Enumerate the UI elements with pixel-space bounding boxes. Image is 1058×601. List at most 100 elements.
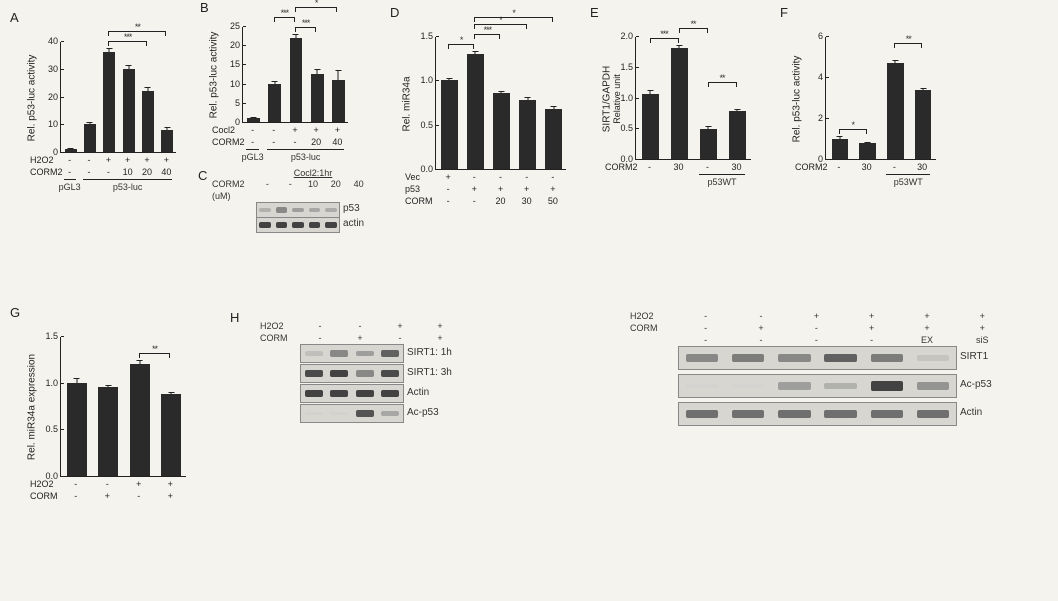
sig-bracket: **: [139, 353, 171, 354]
blot-band: [917, 382, 949, 390]
xrow-value: -: [88, 167, 91, 177]
blot-band: [732, 410, 764, 419]
xrow-name: Cocl2: [212, 125, 242, 135]
xrow-value: 30: [917, 162, 927, 172]
blot-row-label: Ac-p53: [407, 407, 439, 418]
panel-H-label: H: [230, 310, 239, 325]
ytick: 4: [818, 72, 826, 82]
blot-row-wrap: SIRT1: 1h: [260, 344, 460, 361]
blot-header-cell: -: [279, 179, 302, 189]
blot-header-cell: -: [300, 321, 340, 331]
ytick: 40: [48, 36, 61, 46]
blot-row-wrap: SIRT1: [630, 346, 1010, 368]
blot-lane: [323, 218, 339, 232]
sig-stars: *: [512, 9, 515, 18]
blot-band: [309, 222, 320, 229]
bar: [545, 109, 562, 169]
blot-lane: [327, 385, 353, 402]
bar: [247, 118, 260, 122]
sig-bracket: **: [708, 82, 737, 83]
blot-band: [871, 381, 903, 391]
blot-lane: [771, 375, 817, 397]
blot-header-row: (uM): [212, 190, 370, 202]
blot-row-wrap: Ac-p53: [260, 404, 460, 421]
xrow-value: +: [125, 155, 130, 165]
ylabel2: Relative unit: [612, 74, 622, 124]
blot-strip: [300, 364, 404, 383]
chart-E: 0.00.51.01.52.0SIRT1/GAPDHRelative unitC…: [605, 15, 755, 190]
sig-bracket: ***: [650, 38, 679, 39]
blot-band: [381, 370, 399, 377]
blot-header-cell: -: [380, 333, 420, 343]
ylabel: Rel. p53-luc activity: [209, 32, 220, 119]
blot-header-cell: +: [844, 323, 899, 333]
blot-header-rowname: CORM: [260, 333, 300, 343]
bar: [915, 90, 932, 159]
error-bar: [128, 65, 129, 68]
sig-stars: **: [690, 20, 695, 29]
xgroup-brace: p53WT: [886, 174, 930, 176]
xrow-value: +: [314, 125, 319, 135]
blot-band: [276, 207, 287, 212]
blot-header-cell: siS: [955, 335, 1010, 345]
ytick: 2: [818, 113, 826, 123]
bar: [84, 124, 96, 152]
blot-header-cell: -: [300, 333, 340, 343]
xrow-value: -: [251, 125, 254, 135]
blot-strip: [678, 374, 957, 398]
blot-lane: [323, 203, 339, 217]
blot-lane: [378, 385, 404, 402]
blot-lane: [378, 345, 404, 362]
blot-header-cell: -: [678, 323, 733, 333]
bar: [98, 387, 118, 476]
blot-header-cell: 40: [347, 179, 370, 189]
xgroup-label: p53WT: [707, 177, 736, 187]
xrow-value: -: [68, 167, 71, 177]
xrow-value: +: [292, 125, 297, 135]
blot-header-cell: -: [678, 335, 733, 345]
blot-lane: [818, 403, 864, 425]
blot-header-cell: -: [340, 321, 380, 331]
blot-lane: [273, 218, 289, 232]
panel-D-label: D: [390, 5, 399, 20]
sig-stars: **: [906, 35, 911, 44]
sig-stars: **: [152, 345, 157, 354]
panel-E-label: E: [590, 5, 599, 20]
blot-header-cell: -: [256, 179, 279, 189]
ytick: 0.5: [45, 424, 61, 434]
xrow-value: -: [137, 491, 140, 501]
blot-lane: [864, 403, 910, 425]
blot-lane: [257, 203, 273, 217]
blot-header-cell: +: [899, 311, 954, 321]
ytick: 1.0: [620, 93, 636, 103]
blot-lane: [352, 365, 378, 382]
blot-band: [381, 350, 399, 357]
panel-G-label: G: [10, 305, 20, 320]
sig-stars: ***: [484, 26, 492, 35]
xgroup-brace: pGL3: [64, 179, 76, 181]
blot-lane: [327, 365, 353, 382]
bar: [642, 94, 659, 159]
plot-area: 0.00.51.01.5: [435, 37, 566, 170]
xrow-value: 30: [862, 162, 872, 172]
blot-header-cell: +: [340, 333, 380, 343]
xrow-value: 20: [142, 167, 152, 177]
xrow-value: +: [168, 479, 173, 489]
blot-H-right: H2O2--++++CORM-+-+++----EXsiSSIRT1Ac-p53…: [630, 310, 1010, 430]
ytick: 20: [48, 92, 61, 102]
error-bar: [167, 127, 168, 130]
blot-lane: [771, 347, 817, 369]
xrow-value: 30: [522, 196, 532, 206]
blot-header-cell: +: [420, 321, 460, 331]
blot-H-left: H2O2--++CORM-+-+SIRT1: 1hSIRT1: 3hActinA…: [260, 320, 460, 424]
blot-band: [871, 410, 903, 419]
xrow-value: -: [251, 137, 254, 147]
xrow-value: +: [445, 172, 450, 182]
blot-row-label: p53: [343, 203, 360, 214]
blot-band: [732, 384, 764, 389]
sig-bracket: **: [679, 28, 708, 29]
error-bar: [253, 117, 254, 118]
blot-strip: [256, 202, 340, 218]
blot-header-cell: +: [955, 311, 1010, 321]
blot-lane: [771, 403, 817, 425]
